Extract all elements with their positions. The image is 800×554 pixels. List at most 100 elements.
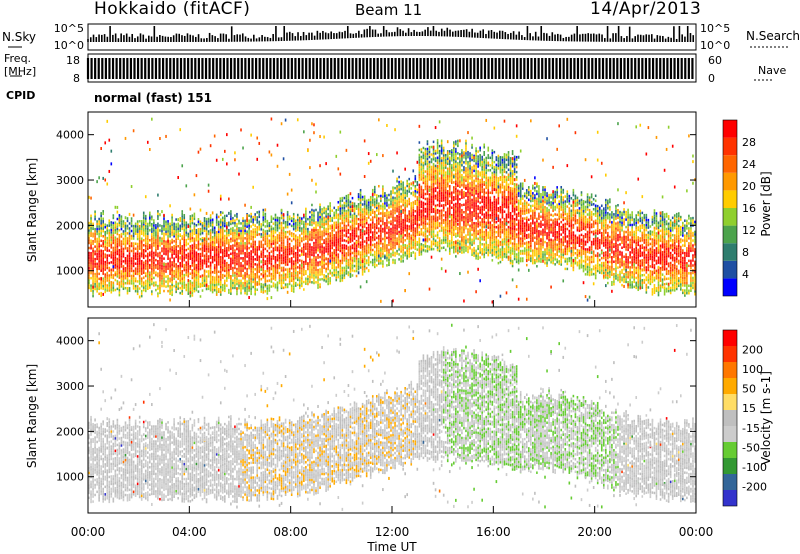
data-cell <box>294 251 297 255</box>
data-cell <box>205 283 208 287</box>
data-cell <box>250 280 252 283</box>
data-cell <box>426 162 429 166</box>
data-cell <box>217 263 220 266</box>
data-cell <box>284 275 287 279</box>
data-cell <box>325 210 327 213</box>
data-cell <box>394 201 396 205</box>
data-cell <box>398 213 400 216</box>
data-cell <box>418 211 421 214</box>
data-cell <box>90 220 92 224</box>
data-cell <box>177 235 179 238</box>
data-cell <box>363 250 366 253</box>
data-cell <box>207 232 210 236</box>
data-cell <box>112 221 115 225</box>
data-cell <box>361 263 364 266</box>
data-cell <box>410 222 413 225</box>
data-cell <box>339 267 342 270</box>
data-cell <box>167 225 169 228</box>
data-cell <box>191 281 194 285</box>
data-cell <box>193 212 196 216</box>
data-cell <box>201 264 204 267</box>
data-cell <box>258 260 261 264</box>
data-cell <box>199 275 202 278</box>
data-cell <box>260 285 263 288</box>
data-cell <box>132 242 135 245</box>
data-cell <box>228 238 230 242</box>
data-cell <box>134 287 137 290</box>
data-cell <box>282 276 285 280</box>
data-cell <box>240 222 242 225</box>
data-cell <box>238 259 240 262</box>
data-cell <box>102 223 104 227</box>
data-cell <box>339 202 342 205</box>
data-cell <box>167 284 169 288</box>
data-cell <box>398 208 400 211</box>
data-cell <box>315 228 317 232</box>
data-cell <box>357 245 360 248</box>
data-cell <box>351 221 354 225</box>
data-cell <box>420 148 423 151</box>
data-cell <box>357 257 360 261</box>
data-cell <box>367 263 370 267</box>
data-cell <box>191 284 194 287</box>
data-cell <box>256 282 259 286</box>
data-cell <box>329 234 331 238</box>
data-cell <box>228 233 230 237</box>
data-cell <box>98 252 100 256</box>
data-cell <box>418 201 421 204</box>
data-cell <box>155 223 157 227</box>
data-cell <box>100 281 102 285</box>
data-cell <box>175 218 177 221</box>
data-cell <box>92 282 94 285</box>
data-cell <box>410 246 413 250</box>
data-cell <box>290 252 293 255</box>
data-cell <box>428 185 431 189</box>
data-cell <box>187 282 190 286</box>
data-cell <box>207 255 210 258</box>
data-cell <box>199 237 202 241</box>
data-cell <box>357 222 360 226</box>
data-cell <box>169 242 171 246</box>
data-cell <box>215 231 218 234</box>
data-cell <box>280 259 283 262</box>
data-cell <box>398 203 400 206</box>
data-cell <box>274 276 277 279</box>
data-cell <box>313 236 315 240</box>
data-cell <box>422 166 425 170</box>
data-cell <box>181 277 184 281</box>
data-cell <box>161 254 163 258</box>
data-cell <box>305 225 307 228</box>
data-cell <box>351 251 354 255</box>
data-cell <box>256 258 259 262</box>
data-cell <box>219 283 222 286</box>
data-cell <box>408 272 411 276</box>
data-cell <box>327 272 329 276</box>
data-cell <box>349 270 352 273</box>
data-cell <box>258 248 261 251</box>
data-cell <box>305 235 307 238</box>
data-cell <box>402 253 404 257</box>
data-cell <box>264 290 267 293</box>
data-cell <box>327 247 329 251</box>
data-cell <box>420 185 423 189</box>
data-cell <box>254 224 256 228</box>
data-cell <box>238 286 240 290</box>
data-cell <box>242 264 244 268</box>
data-cell <box>252 270 254 274</box>
data-cell <box>410 214 413 218</box>
data-cell <box>213 241 216 245</box>
data-cell <box>153 259 155 262</box>
data-cell <box>126 232 129 235</box>
data-cell <box>209 246 212 250</box>
data-cell <box>128 264 131 268</box>
data-cell <box>108 169 111 173</box>
data-cell <box>213 246 216 250</box>
data-cell <box>215 221 218 224</box>
data-cell <box>422 244 425 247</box>
data-cell <box>416 196 419 199</box>
data-cell <box>157 210 159 213</box>
data-cell <box>130 282 133 285</box>
data-cell <box>187 289 190 293</box>
data-cell <box>187 292 190 295</box>
data-cell <box>359 243 362 247</box>
